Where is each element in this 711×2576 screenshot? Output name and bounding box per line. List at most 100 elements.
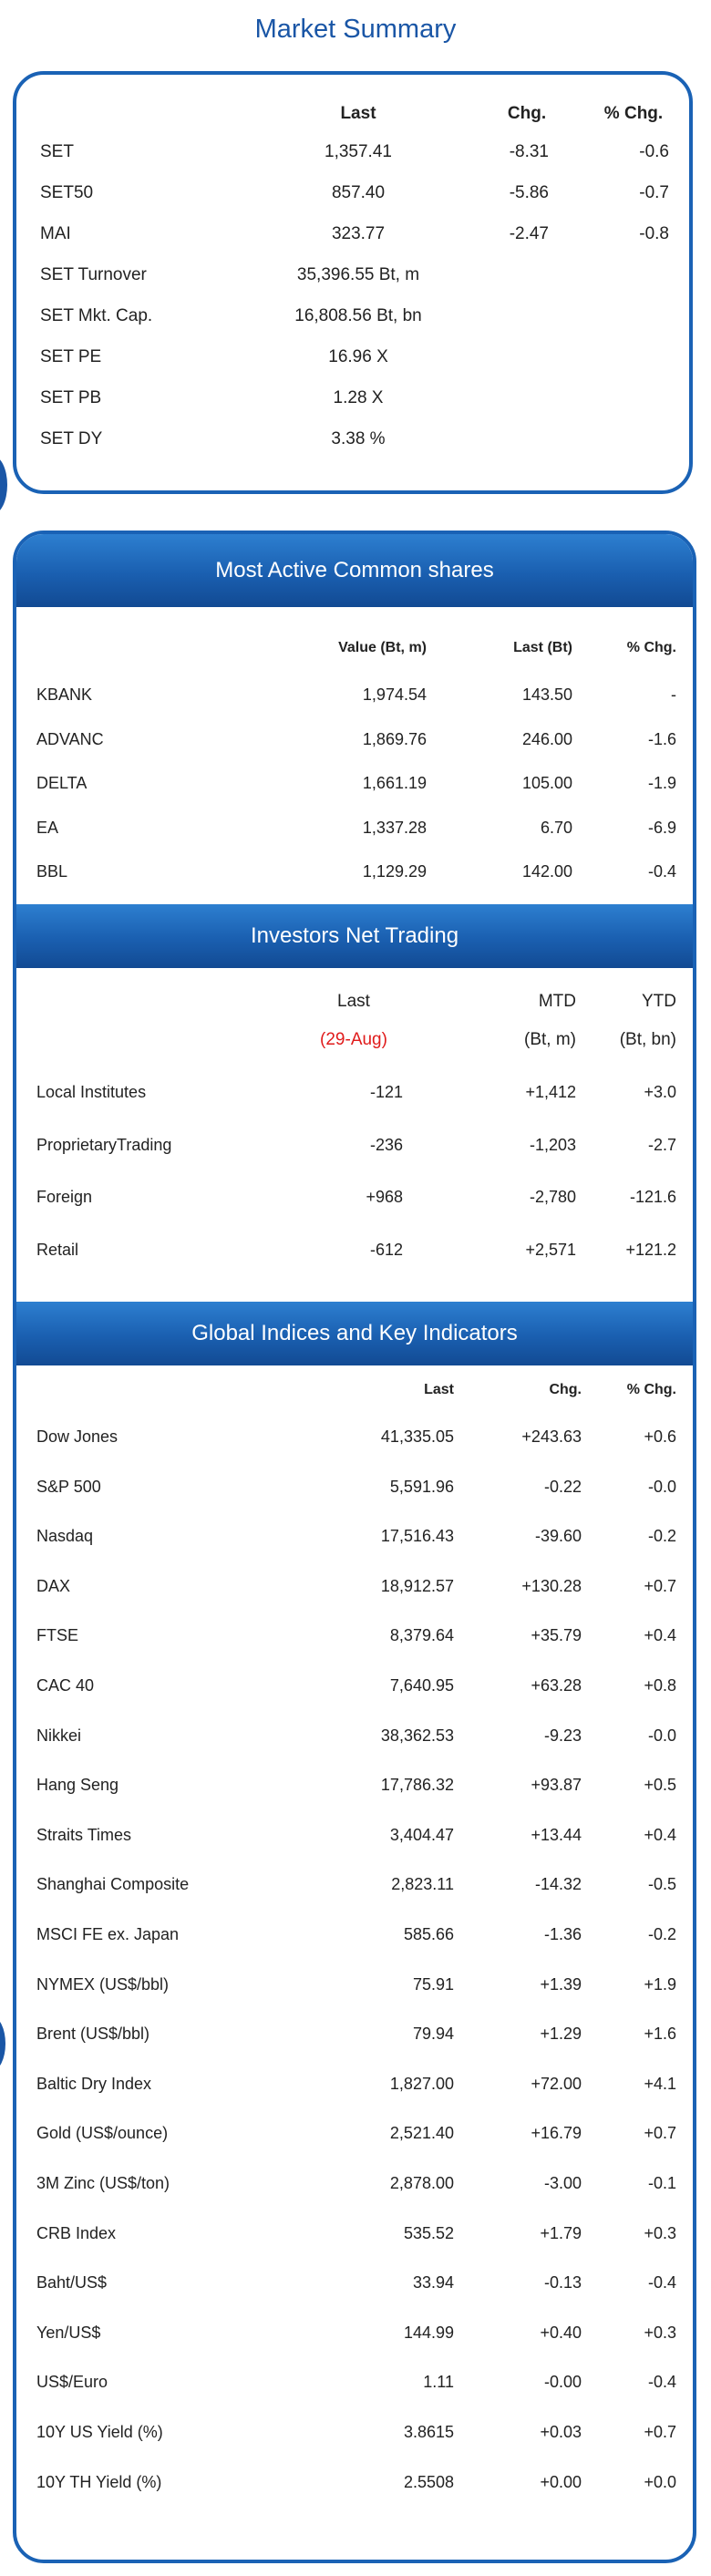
pct-change-value: -1.9: [647, 774, 676, 792]
ytd-unit-label: (Bt, bn): [619, 1030, 676, 1049]
global-indicator-row: Dow Jones 41,335.05 +243.63 +0.6: [16, 1427, 693, 1453]
index-name: SET DY: [40, 429, 103, 448]
global-indicator-row: 10Y US Yield (%) 3.8615 +0.03 +0.7: [16, 2423, 693, 2448]
last-value: 2,878.00: [389, 2174, 454, 2192]
last-value: 2.5508: [403, 2472, 454, 2491]
market-summary-row: SET Turnover 35,396.55 Bt, m: [16, 265, 689, 293]
ytd-value: +121.2: [625, 1240, 676, 1259]
global-indicator-row: US$/Euro 1.11 -0.00 -0.4: [16, 2373, 693, 2398]
last-value: -612: [369, 1240, 403, 1259]
indicator-name: NYMEX (US$/bbl): [36, 1974, 170, 1994]
last-value: 3,404.47: [389, 1825, 454, 1844]
index-name: SET Mkt. Cap.: [40, 306, 153, 325]
pct-change-value: -0.4: [647, 2373, 676, 2392]
most-active-row: BBL 1,129.29 142.00 -0.4: [16, 862, 693, 888]
indicator-name: Gold (US$/ounce): [36, 2124, 169, 2143]
indicator-name: Shanghai Composite: [36, 1875, 190, 1894]
stock-symbol: DELTA: [36, 774, 88, 792]
global-indicator-row: Straits Times 3,404.47 +13.44 +0.4: [16, 1826, 693, 1851]
change-value: +243.63: [521, 1427, 582, 1446]
change-value: -39.60: [534, 1527, 582, 1546]
column-header-last: Last (Bt): [513, 640, 572, 655]
indicator-name: 10Y TH Yield (%): [36, 2472, 162, 2491]
change-value: +130.28: [521, 1576, 582, 1595]
market-summary-row: SET50 857.40 -5.86 -0.7: [16, 183, 689, 211]
pct-change-value: -0.4: [647, 862, 676, 881]
change-value: +13.44: [531, 1825, 582, 1844]
indicator-name: S&P 500: [36, 1477, 101, 1496]
change-value: +1.39: [540, 1974, 582, 1994]
indicator-name: MSCI FE ex. Japan: [36, 1925, 180, 1943]
investor-type: Foreign: [36, 1188, 93, 1206]
last-value: -236: [369, 1135, 403, 1154]
global-indicator-row: S&P 500 5,591.96 -0.22 -0.0: [16, 1478, 693, 1503]
pct-change-value: +1.6: [644, 2025, 676, 2044]
pct-change-value: +0.3: [644, 2323, 676, 2342]
change-value: +1.29: [540, 2025, 582, 2044]
change-value: -0.00: [543, 2373, 582, 2392]
column-header-last: Last: [337, 992, 370, 1011]
most-active-row: KBANK 1,974.54 143.50 -: [16, 685, 693, 711]
last-value: 3.38 %: [331, 429, 386, 448]
investors-title-band: Investors Net Trading: [16, 904, 693, 968]
most-active-row: EA 1,337.28 6.70 -6.9: [16, 819, 693, 844]
investors-subheader-row: (29-Aug) (Bt, m) (Bt, bn): [16, 1030, 693, 1056]
change-value: -9.23: [543, 1726, 582, 1745]
change-value: +1.79: [540, 2223, 582, 2242]
last-value: 7,640.95: [389, 1676, 454, 1695]
mtd-value: +2,571: [525, 1240, 576, 1259]
indicator-name: Dow Jones: [36, 1427, 118, 1446]
global-indicator-row: 3M Zinc (US$/ton) 2,878.00 -3.00 -0.1: [16, 2174, 693, 2200]
ytd-value: -2.7: [647, 1135, 676, 1154]
last-value: 857.40: [331, 183, 386, 202]
last-value: 1,357.41: [325, 142, 392, 161]
last-value: 17,516.43: [380, 1527, 454, 1546]
change-value: -14.32: [534, 1875, 582, 1894]
pct-change-value: -: [671, 685, 676, 704]
last-value: 79.94: [412, 2025, 454, 2044]
indicator-name: US$/Euro: [36, 2373, 108, 2392]
index-name: MAI: [40, 224, 71, 243]
index-name: SET Turnover: [40, 265, 147, 284]
pct-change-value: -0.4: [647, 2273, 676, 2293]
last-value: +968: [366, 1188, 403, 1206]
market-summary-row: SET Mkt. Cap. 16,808.56 Bt, bn: [16, 306, 689, 334]
investor-type: ProprietaryTrading: [36, 1135, 172, 1154]
global-indicator-row: CRB Index 535.52 +1.79 +0.3: [16, 2224, 693, 2250]
pct-change-value: -0.1: [647, 2174, 676, 2192]
indicator-name: Baltic Dry Index: [36, 2074, 152, 2093]
change-value: -0.13: [543, 2273, 582, 2293]
pct-change-value: -0.6: [639, 142, 669, 161]
pct-change-value: +0.7: [644, 2423, 676, 2441]
last-value: -121: [369, 1083, 403, 1101]
global-indicator-row: Nikkei 38,362.53 -9.23 -0.0: [16, 1726, 693, 1752]
trade-value: 1,337.28: [362, 818, 427, 837]
global-indicator-row: Shanghai Composite 2,823.11 -14.32 -0.5: [16, 1875, 693, 1901]
market-summary-panel: Last Chg. % Chg. SET 1,357.41 -8.31 -0.6 SET…: [13, 71, 693, 494]
ytd-value: -121.6: [629, 1188, 676, 1206]
column-header-pct-chg: % Chg.: [626, 640, 676, 655]
pct-change-value: +1.9: [644, 1974, 676, 1994]
market-summary-row: SET DY 3.38 %: [16, 429, 689, 457]
pct-change-value: +4.1: [644, 2074, 676, 2093]
change-value: -5.86: [509, 183, 549, 202]
market-summary-row: SET PB 1.28 X: [16, 388, 689, 416]
most-active-title-band: Most Active Common shares: [16, 534, 693, 607]
global-indicator-row: DAX 18,912.57 +130.28 +0.7: [16, 1577, 693, 1602]
indicator-name: Brent (US$/bbl): [36, 2025, 150, 2044]
last-value: 1,827.00: [389, 2074, 454, 2093]
global-indicator-row: Brent (US$/bbl) 79.94 +1.29 +1.6: [16, 2025, 693, 2050]
pct-change-value: +0.7: [644, 1576, 676, 1595]
most-active-row: ADVANC 1,869.76 246.00 -1.6: [16, 730, 693, 756]
market-data-panel: Most Active Common shares Value (Bt, m) …: [13, 531, 696, 2563]
column-header-pct-chg: % Chg.: [603, 104, 664, 123]
index-name: SET PB: [40, 388, 102, 407]
market-summary-row: SET PE 16.96 X: [16, 347, 689, 375]
change-value: +72.00: [531, 2074, 582, 2093]
pct-change-value: -0.2: [647, 1925, 676, 1943]
last-value: 3.8615: [403, 2423, 454, 2441]
decorative-edge-circle: [0, 456, 7, 514]
last-value: 144.99: [403, 2323, 454, 2342]
column-header-last: Last: [424, 1382, 454, 1397]
indicator-name: Baht/US$: [36, 2273, 108, 2293]
